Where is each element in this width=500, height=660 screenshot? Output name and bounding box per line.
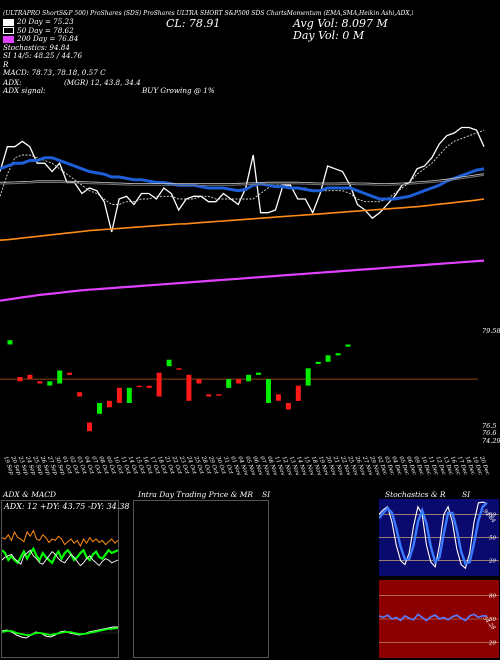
macd-white-line bbox=[2, 626, 118, 639]
ha-candle bbox=[17, 377, 23, 382]
ha-candle bbox=[295, 385, 301, 401]
ha-candle bbox=[196, 379, 202, 384]
ha-candle bbox=[206, 394, 212, 397]
adx-white-line bbox=[2, 549, 118, 567]
legend-swatch-grey bbox=[3, 27, 14, 35]
stoch-level-label: 50 bbox=[489, 536, 496, 542]
ha-candle bbox=[315, 361, 321, 364]
ha-candle bbox=[246, 374, 252, 382]
adx-green-line bbox=[2, 546, 118, 565]
ha-candle bbox=[216, 394, 222, 396]
mrsi-title: Intra Day Trading Price & MR bbox=[138, 490, 254, 499]
heikin-ashi-panel: 79.58 76.576.674.29 bbox=[0, 327, 500, 445]
chart-header: (ULTRAPRO ShortS&P 500) ProShares (SDS) … bbox=[3, 10, 413, 17]
legend-50day: 50 Day = 78.62 bbox=[17, 25, 74, 35]
ha-candle bbox=[266, 379, 271, 403]
day-volume-label: Day Vol: 0 M bbox=[293, 29, 365, 42]
sma50-line-outer bbox=[0, 174, 485, 186]
rsi-level-label: 20 bbox=[488, 640, 496, 646]
ha-candle bbox=[136, 385, 142, 388]
stoch-title-si: SI bbox=[462, 490, 471, 499]
ha-candle bbox=[325, 355, 331, 362]
stoch-k-line bbox=[379, 501, 488, 570]
legend-20day: 20 Day = 75.23 bbox=[17, 17, 74, 26]
ha-candle bbox=[156, 372, 162, 397]
ha-candle bbox=[27, 374, 33, 380]
ha-candle bbox=[7, 340, 13, 345]
ema20-line bbox=[0, 156, 485, 201]
rsi-level-label: 80 bbox=[489, 594, 496, 600]
ha-candle bbox=[345, 344, 351, 347]
ha-candle bbox=[226, 379, 232, 388]
adx-values-text: ADX: 12 +DY: 43.75 -DY: 34.38 bbox=[4, 502, 130, 511]
adx-signal-text: ADX signal: bbox=[3, 86, 46, 95]
avg-volume-label: Avg Vol: 8.097 M bbox=[293, 17, 388, 30]
si-text: SI 14/5: 48.25 / 44.76 bbox=[3, 51, 83, 60]
ha-candle bbox=[77, 392, 83, 397]
ha-candle bbox=[275, 394, 281, 401]
stoch-d-line bbox=[379, 502, 488, 566]
macd-text: MACD: 78.73, 78.18, 0.57 C bbox=[3, 68, 106, 77]
rsi-level-label: 50 bbox=[489, 617, 496, 623]
r-text: R bbox=[3, 59, 9, 69]
indicator-legend: 20 Day = 75.23 50 Day = 78.62 200 Day = … bbox=[3, 17, 106, 78]
ha-right-label: 76.6 bbox=[482, 429, 496, 437]
stoch-title: Stochastics & R bbox=[385, 490, 446, 499]
stoch-level-label: 80 bbox=[489, 512, 496, 518]
ha-candle bbox=[256, 372, 261, 375]
price-panel bbox=[0, 126, 485, 302]
mrsi-box bbox=[133, 500, 269, 658]
ha-candle bbox=[67, 372, 73, 375]
mrsi-title-si: SI bbox=[262, 490, 271, 499]
ha-candle bbox=[97, 403, 102, 414]
legend-200day: 200 Day = 76.84 bbox=[17, 34, 79, 43]
legend-swatch-magenta bbox=[3, 35, 14, 43]
macd-green-line bbox=[2, 627, 118, 636]
sma20-line bbox=[0, 129, 485, 205]
ha-candle bbox=[166, 359, 172, 367]
ha-candle bbox=[176, 368, 182, 370]
ha-candle bbox=[106, 400, 112, 408]
ha-candle bbox=[335, 353, 341, 356]
close-line bbox=[0, 126, 485, 233]
close-price-label: CL: 78.91 bbox=[166, 17, 221, 30]
sma50-line-inner bbox=[0, 173, 485, 184]
adx-orange-line bbox=[2, 529, 118, 548]
legend-swatch-white bbox=[3, 18, 14, 26]
ha-candle bbox=[186, 374, 192, 401]
macd-chart bbox=[2, 626, 118, 639]
ha-candle bbox=[285, 403, 291, 410]
sma100-line bbox=[0, 198, 485, 241]
ha-candle bbox=[305, 368, 311, 386]
buy-signal-text: BUY Growing @ 1% bbox=[142, 86, 215, 95]
stochastics-text: Stochastics: 94.84 bbox=[3, 42, 70, 52]
ha-candle bbox=[87, 422, 92, 432]
sma200-line bbox=[0, 259, 485, 302]
ha-candle bbox=[146, 385, 152, 388]
ha-candle bbox=[126, 387, 132, 403]
adx-macd-title: ADX & MACD bbox=[3, 490, 57, 499]
ha-candle bbox=[236, 379, 242, 384]
rsi-line bbox=[379, 613, 487, 622]
ha-right-label: 79.58 bbox=[482, 327, 500, 335]
ha-candle bbox=[116, 387, 122, 403]
ha-candle bbox=[47, 381, 53, 386]
adx-macd-box: ADX: 12 +DY: 43.75 -DY: 34.38 bbox=[1, 500, 130, 658]
ha-candle bbox=[37, 381, 43, 384]
stoch-level-label: 20 bbox=[488, 559, 496, 565]
ha-candle bbox=[57, 370, 63, 384]
adx-text: ADX: bbox=[3, 78, 22, 87]
ha-right-label: 76.5 bbox=[482, 422, 496, 430]
adx-chart bbox=[2, 529, 118, 567]
adx-values: (MGR) 12, 43.8, 34.4 bbox=[64, 78, 141, 87]
ha-right-label: 74.29 bbox=[482, 437, 500, 445]
